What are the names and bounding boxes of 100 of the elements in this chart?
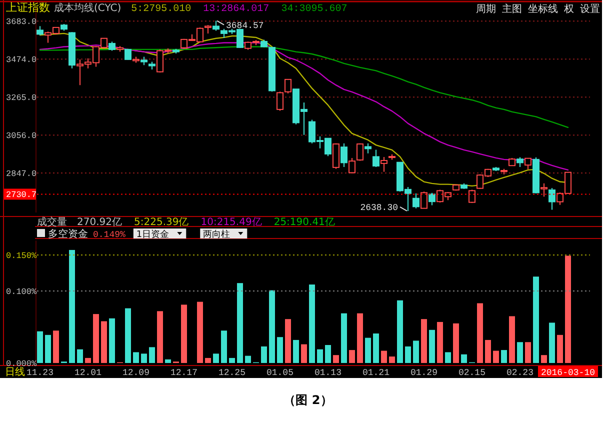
bar <box>405 346 411 363</box>
bar <box>197 302 203 363</box>
annotation: 周期 <box>476 3 496 15</box>
text: 270.92亿 <box>77 217 122 228</box>
bar <box>413 340 419 363</box>
x-tick-label: 12.01 <box>74 368 102 378</box>
bar <box>445 352 451 363</box>
y-tick-label: 0.150% <box>6 251 38 261</box>
x-tick-label: 01.13 <box>314 368 342 378</box>
bar <box>221 330 227 363</box>
text: （图 2） <box>284 393 332 407</box>
bar <box>533 276 539 363</box>
y-tick-label: 3265.0 <box>6 93 37 104</box>
bar <box>557 334 563 363</box>
bar <box>325 345 331 363</box>
bar <box>85 358 91 363</box>
ref-line-label: 2730.7 <box>6 190 37 200</box>
bar <box>149 347 155 363</box>
bar <box>141 354 147 363</box>
bar <box>205 358 211 363</box>
bar <box>93 314 99 363</box>
text: 设置 <box>580 3 600 15</box>
bar <box>365 338 371 363</box>
annotation: 2638.30 <box>360 202 398 213</box>
bar <box>485 340 491 363</box>
bar <box>357 313 363 363</box>
x-tick-label: 11.23 <box>26 368 54 378</box>
x-tick-label: 12.09 <box>122 368 150 378</box>
bar <box>53 330 59 363</box>
bar <box>341 313 347 363</box>
text: 5:225.39亿 <box>134 217 189 228</box>
bar <box>133 352 139 363</box>
bar <box>269 290 275 363</box>
text: 日线 <box>5 366 25 378</box>
bar <box>101 321 107 363</box>
y-tick-label: 3056.0 <box>6 131 37 142</box>
text: 10:215.49亿 <box>200 217 262 228</box>
text: 成交量 <box>37 216 67 228</box>
y-tick-label: 0.100% <box>6 287 38 297</box>
x-tick-label: 12.25 <box>218 368 246 378</box>
bar <box>501 350 507 363</box>
bar <box>309 284 315 363</box>
bar <box>453 323 459 363</box>
bar <box>77 349 83 363</box>
bar <box>245 356 251 363</box>
bar <box>429 330 435 363</box>
bar <box>525 342 531 363</box>
bar <box>317 349 323 363</box>
bar <box>373 333 379 363</box>
bar <box>45 334 51 363</box>
x-tick-label: 12.17 <box>170 368 198 378</box>
bar <box>421 319 427 363</box>
x-tick-label: 01.29 <box>410 368 438 378</box>
x-tick-label: 02.23 <box>506 368 534 378</box>
bar <box>109 318 115 363</box>
bar <box>37 331 43 363</box>
bar <box>565 256 571 363</box>
bar <box>477 303 483 363</box>
bar <box>541 355 547 363</box>
bar <box>213 354 219 363</box>
y-tick-label: 3474.0 <box>6 55 37 66</box>
chart-subtitle: 0.149% <box>93 230 126 240</box>
y-tick-label: 3683.0 <box>6 17 37 28</box>
bar <box>293 340 299 363</box>
bar <box>277 337 283 363</box>
annotation: 主图 <box>502 3 522 15</box>
chart-title: 上证指数 <box>6 1 50 14</box>
chart-title: 多空资金 <box>48 228 88 240</box>
bar <box>181 304 187 363</box>
bar <box>301 344 307 363</box>
bar <box>165 359 171 363</box>
bar <box>493 350 499 363</box>
bar <box>285 319 291 363</box>
bar <box>461 354 467 363</box>
bar <box>397 300 403 363</box>
bar <box>229 358 235 363</box>
bar <box>549 322 555 363</box>
bar <box>237 283 243 363</box>
bar <box>157 311 163 363</box>
y-tick-label: 2847.0 <box>6 169 37 180</box>
annotation: 权 <box>563 3 574 15</box>
annotation: 坐标线 <box>528 3 558 15</box>
x-tick-label: 01.05 <box>266 368 294 378</box>
bar <box>517 342 523 363</box>
bar <box>437 322 443 363</box>
bar <box>261 346 267 363</box>
bar <box>69 250 75 363</box>
annotation: 3684.57 <box>226 20 264 31</box>
chart-subtitle: 成本均线(CYC) <box>54 2 122 14</box>
date-box: 2016-03-10 <box>538 366 598 378</box>
text: 25:190.41亿 <box>274 217 335 228</box>
bar <box>125 308 131 363</box>
bar <box>381 350 387 363</box>
bar <box>349 350 355 363</box>
legend: 5:2795.010 13:2864.017 34:3095.607 <box>131 4 348 15</box>
bar <box>333 355 339 363</box>
bar <box>509 316 515 363</box>
bar <box>389 356 395 363</box>
x-tick-label: 01.21 <box>362 368 390 378</box>
x-tick-label: 02.15 <box>458 368 486 378</box>
